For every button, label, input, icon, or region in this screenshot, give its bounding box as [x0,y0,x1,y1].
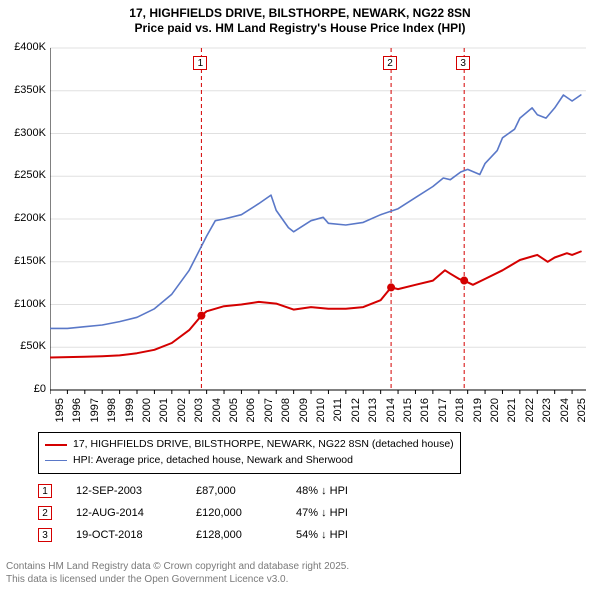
sale-delta: 48% ↓ HPI [296,485,416,497]
x-tick-label: 2005 [228,398,240,428]
x-tick-label: 2018 [454,398,466,428]
sale-marker: 1 [38,484,52,498]
y-tick-label: £250K [0,169,46,181]
y-tick-label: £100K [0,298,46,310]
x-tick-label: 2016 [419,398,431,428]
x-tick-label: 2015 [402,398,414,428]
x-tick-label: 2009 [298,398,310,428]
x-tick-label: 2011 [332,398,344,428]
legend-row: 17, HIGHFIELDS DRIVE, BILSTHORPE, NEWARK… [45,437,454,453]
sales-table: 1 12-SEP-2003£87,00048% ↓ HPI 2 12-AUG-2014… [38,480,416,546]
copyright-line-2: This data is licensed under the Open Gov… [6,574,349,587]
y-tick-label: £150K [0,255,46,267]
y-tick-label: £50K [0,340,46,352]
legend-swatch [45,444,67,446]
sale-price: £128,000 [196,529,296,541]
title-line-1: 17, HIGHFIELDS DRIVE, BILSTHORPE, NEWARK… [8,6,592,21]
chart-zone: £0 £50K £100K £150K £200K £250K £300K £350K £400… [0,40,600,428]
y-tick-label: £300K [0,127,46,139]
sale-delta: 54% ↓ HPI [296,529,416,541]
x-tick-label: 1999 [124,398,136,428]
x-tick-label: 2025 [576,398,588,428]
legend: 17, HIGHFIELDS DRIVE, BILSTHORPE, NEWARK… [38,432,461,474]
sale-marker: 2 [38,506,52,520]
y-tick-label: £200K [0,212,46,224]
x-tick-label: 1997 [89,398,101,428]
x-tick-label: 2001 [158,398,170,428]
x-tick-label: 2019 [472,398,484,428]
x-tick-label: 2021 [506,398,518,428]
x-tick-label: 2004 [211,398,223,428]
title-line-2: Price paid vs. HM Land Registry's House … [8,21,592,36]
sale-price: £87,000 [196,485,296,497]
sale-delta: 47% ↓ HPI [296,507,416,519]
copyright: Contains HM Land Registry data © Crown c… [6,561,349,586]
sale-date: 12-AUG-2014 [76,507,196,519]
legend-label: HPI: Average price, detached house, Newa… [73,453,353,469]
legend-label: 17, HIGHFIELDS DRIVE, BILSTHORPE, NEWARK… [73,437,454,453]
sales-row: 3 19-OCT-2018£128,00054% ↓ HPI [38,524,416,546]
x-tick-label: 2006 [245,398,257,428]
sale-date: 19-OCT-2018 [76,529,196,541]
copyright-line-1: Contains HM Land Registry data © Crown c… [6,561,349,574]
sales-row: 2 12-AUG-2014£120,00047% ↓ HPI [38,502,416,524]
x-tick-label: 1998 [106,398,118,428]
x-tick-label: 2007 [263,398,275,428]
plot-area [50,44,590,394]
x-tick-label: 2010 [315,398,327,428]
x-tick-label: 2008 [280,398,292,428]
x-tick-label: 2003 [193,398,205,428]
x-tick-label: 2012 [350,398,362,428]
chart-card: 17, HIGHFIELDS DRIVE, BILSTHORPE, NEWARK… [0,0,600,590]
x-tick-label: 2014 [385,398,397,428]
x-tick-label: 1995 [54,398,66,428]
sale-marker: 3 [456,56,470,70]
x-tick-label: 2000 [141,398,153,428]
x-tick-label: 2013 [367,398,379,428]
sale-marker: 3 [38,528,52,542]
x-tick-label: 2002 [176,398,188,428]
title-block: 17, HIGHFIELDS DRIVE, BILSTHORPE, NEWARK… [0,0,600,38]
x-tick-label: 2024 [559,398,571,428]
x-tick-label: 2022 [524,398,536,428]
y-tick-label: £350K [0,84,46,96]
sale-marker: 1 [193,56,207,70]
y-tick-label: £400K [0,41,46,53]
x-tick-label: 1996 [71,398,83,428]
plot-svg [50,44,590,394]
x-tick-label: 2020 [489,398,501,428]
sale-price: £120,000 [196,507,296,519]
legend-row: HPI: Average price, detached house, Newa… [45,453,454,469]
sale-date: 12-SEP-2003 [76,485,196,497]
x-tick-label: 2023 [541,398,553,428]
legend-swatch [45,460,67,461]
sales-row: 1 12-SEP-2003£87,00048% ↓ HPI [38,480,416,502]
y-tick-label: £0 [0,383,46,395]
sale-marker: 2 [383,56,397,70]
x-tick-label: 2017 [437,398,449,428]
